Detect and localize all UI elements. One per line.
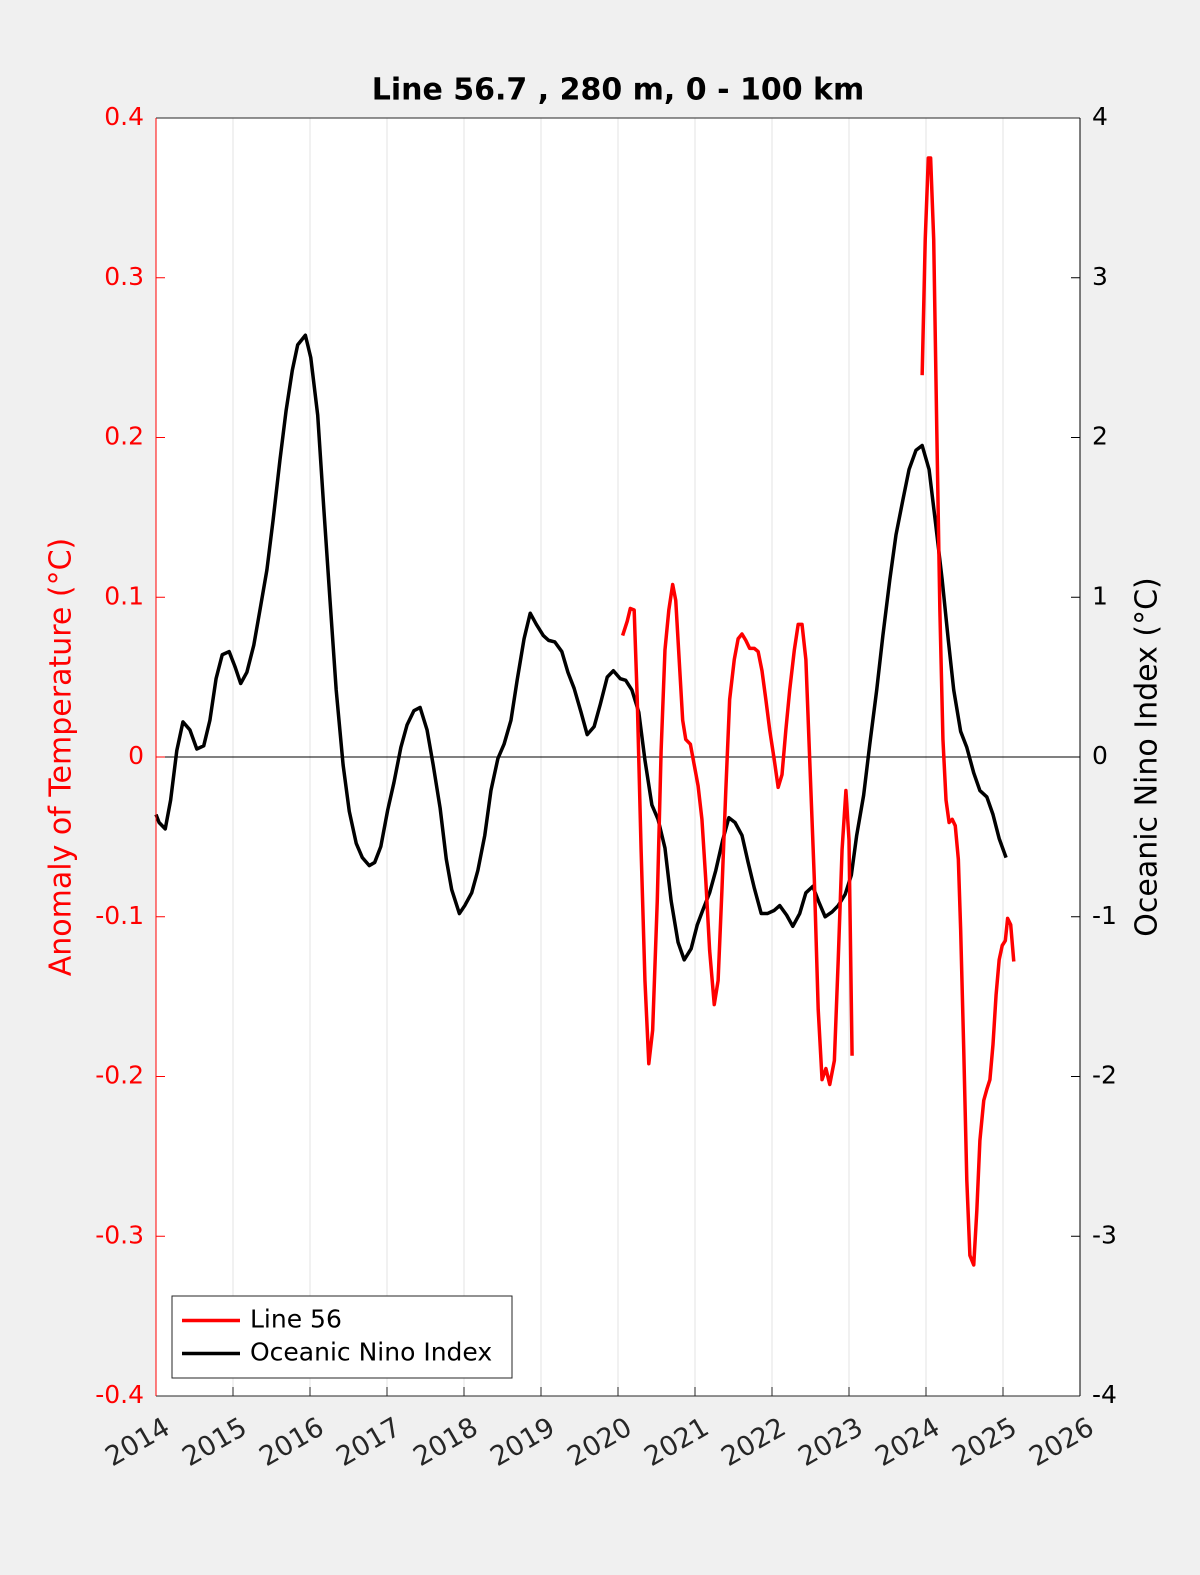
legend-label: Line 56 xyxy=(250,1305,342,1334)
y2-tick-label: 1 xyxy=(1092,581,1108,610)
legend-label: Oceanic Nino Index xyxy=(250,1338,492,1367)
y-tick-label: 0.1 xyxy=(104,581,144,610)
legend-box xyxy=(171,1295,513,1379)
y-tick-label: -0.4 xyxy=(95,1380,144,1409)
y-tick-label: 0.3 xyxy=(104,262,144,291)
y-axis-label: Anomaly of Temperature (°C) xyxy=(44,538,79,977)
y-tick-label: -0.3 xyxy=(95,1220,144,1249)
series-line xyxy=(154,333,1008,962)
y2-tick-label: 2 xyxy=(1092,422,1108,451)
chart-title: Line 56.7 , 280 m, 0 - 100 km xyxy=(372,73,865,108)
y-tick-label: 0.2 xyxy=(104,422,144,451)
marks xyxy=(154,156,1016,1267)
y2-tick-label: -1 xyxy=(1092,901,1117,930)
y2-tick-label: -4 xyxy=(1092,1380,1117,1409)
y2-tick-label: 0 xyxy=(1092,741,1108,770)
y2-axis-label: Oceanic Nino Index (°C) xyxy=(1130,577,1165,937)
series-line xyxy=(620,156,1016,1267)
y-tick-label: 0 xyxy=(128,741,144,770)
y2-tick-label: 3 xyxy=(1092,262,1108,291)
y2-tick-label: -3 xyxy=(1092,1220,1117,1249)
y-tick-label: -0.1 xyxy=(95,901,144,930)
y2-tick-label: -2 xyxy=(1092,1061,1117,1090)
y2-tick-label: 4 xyxy=(1092,102,1108,131)
legend: Line 56 Oceanic Nino Index xyxy=(171,1295,513,1379)
y-tick-label: -0.2 xyxy=(95,1061,144,1090)
y-tick-label: 0.4 xyxy=(104,102,144,131)
